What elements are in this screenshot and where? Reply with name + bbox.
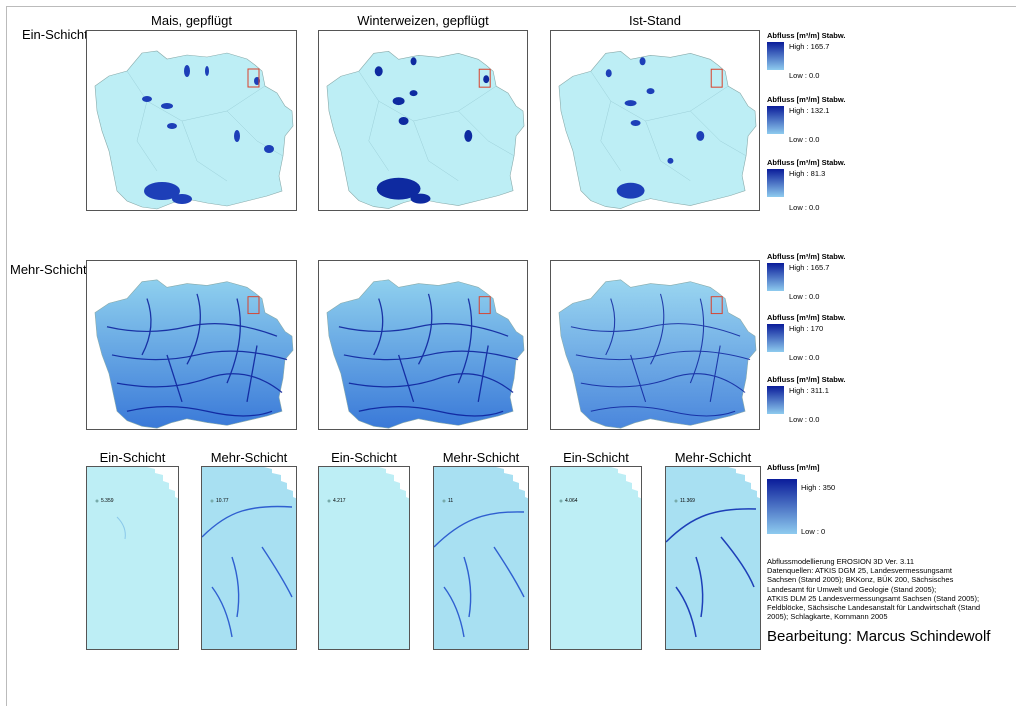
column-title-ist-stand: Ist-Stand (628, 13, 682, 28)
legend-2: Abfluss [m³/m] Stabw. High : 132.1 Low :… (767, 95, 846, 144)
catchment-map (326, 279, 525, 429)
legend-high: High : 350 (801, 483, 836, 492)
legend-1: Abfluss [m³/m] Stabw. High : 165.7 Low :… (767, 31, 846, 80)
catchment-map (558, 279, 757, 429)
detail-flow-map (95, 467, 178, 540)
detail-value-5: 4.064 (565, 498, 578, 504)
credit-line: Abflussmodellierung EROSION 3D Ver. 3.11 (767, 557, 915, 566)
legend-color-ramp (767, 42, 784, 70)
catchment-map (94, 279, 294, 429)
author-credit: Bearbeitung: Marcus Schindewolf (767, 628, 991, 645)
detail-flow-map (559, 467, 641, 503)
detail-value-6: 11.369 (680, 498, 695, 504)
credit-line: Landesamt für Umwelt und Geologie (Stand… (767, 584, 937, 594)
credit-line: 2005); Schlagkarte, Kornmann 2005 (767, 612, 888, 622)
detail-subtitle-5: Ein-Schicht (563, 450, 629, 465)
legend-low: Low : 0.0 (789, 415, 820, 424)
detail-map-1: 5.359 (86, 466, 179, 650)
detail-subtitle-4: Mehr-Schicht (442, 450, 520, 465)
catchment-map (326, 51, 525, 209)
zoom-marker (247, 68, 260, 88)
legend-color-ramp (767, 479, 797, 534)
legend-4: Abfluss [m³/m] Stabw. High : 165.7 Low :… (767, 252, 846, 301)
zoom-marker (247, 296, 260, 315)
map-mehr-schicht-ist-stand (550, 260, 760, 430)
legend-high: High : 170 (789, 324, 824, 333)
map-ein-schicht-winterweizen (318, 30, 528, 211)
legend-high: High : 81.3 (789, 169, 826, 178)
legend-color-ramp (767, 106, 784, 134)
source-credits: Abflussmodellierung EROSION 3D Ver. 3.11… (767, 557, 1016, 621)
detail-value-1: 5.359 (101, 498, 114, 504)
credit-line: ATKIS DLM 25 Landesvermessungsamt Sachse… (767, 593, 980, 603)
detail-subtitle-1: Ein-Schicht (99, 450, 166, 465)
detail-flow-map (434, 467, 528, 638)
credit-line: Sachsen (Stand 2005); BKKonz, BÜK 200, S… (767, 575, 954, 585)
legend-5: Abfluss [m³/m] Stabw. High : 170 Low : 0… (767, 313, 846, 362)
detail-map-6: 11.369 (665, 466, 761, 650)
legend-low: Low : 0 (801, 527, 826, 536)
row-label-mehr-schicht: Mehr-Schicht (10, 262, 87, 277)
row-label-ein-schicht: Ein-Schicht (22, 27, 88, 42)
detail-value-3: 4.217 (333, 498, 346, 504)
detail-subtitle-6: Mehr-Schicht (674, 450, 752, 465)
credit-line: Feldblöcke, Sächsische Landesanstalt für… (767, 603, 981, 613)
detail-flow-map (202, 467, 296, 638)
detail-map-3: 4.217 (318, 466, 410, 650)
legend-title: Abfluss [m³/m] Stabw. (767, 252, 846, 261)
zoom-marker (710, 68, 723, 88)
detail-map-2: 10.77 (201, 466, 297, 650)
detail-map-5: 4.064 (550, 466, 642, 650)
column-title-mais: Mais, gepflügt (151, 13, 232, 28)
legend-low: Low : 0.0 (789, 203, 820, 212)
catchment-map (558, 51, 757, 209)
detail-subtitle-2: Mehr-Schicht (210, 450, 288, 465)
legend-color-ramp (767, 386, 784, 414)
legend-title: Abfluss [m³/m] (767, 463, 820, 472)
detail-subtitle-3: Ein-Schicht (331, 450, 397, 465)
legend-color-ramp (767, 263, 784, 291)
legend-7: Abfluss [m³/m] High : 350 Low : 0 (767, 463, 835, 536)
legend-3: Abfluss [m³/m] Stabw. High : 81.3 Low : … (767, 158, 846, 212)
detail-flow-map (327, 467, 409, 503)
legend-title: Abfluss [m³/m] Stabw. (767, 375, 846, 384)
page-border (6, 6, 1016, 706)
legend-6: Abfluss [m³/m] Stabw. High : 311.1 Low :… (767, 375, 846, 424)
zoom-marker (710, 296, 723, 315)
legend-low: Low : 0.0 (789, 353, 820, 362)
detail-value-2: 10.77 (216, 498, 229, 504)
map-ein-schicht-ist-stand (550, 30, 760, 211)
legend-high: High : 165.7 (789, 42, 830, 51)
zoom-marker (478, 68, 491, 88)
legend-low: Low : 0.0 (789, 71, 820, 80)
map-ein-schicht-mais (86, 30, 297, 211)
zoom-marker (478, 296, 491, 315)
legend-high: High : 311.1 (789, 386, 829, 395)
legend-title: Abfluss [m³/m] Stabw. (767, 158, 846, 167)
legend-title: Abfluss [m³/m] Stabw. (767, 95, 846, 104)
column-title-winterweizen: Winterweizen, gepflügt (357, 13, 489, 28)
credit-line: Datenquellen: ATKIS DGM 25, Landesvermes… (767, 566, 952, 576)
legend-title: Abfluss [m³/m] Stabw. (767, 313, 846, 322)
legend-title: Abfluss [m³/m] Stabw. (767, 31, 846, 40)
legend-color-ramp (767, 169, 784, 197)
catchment-map (94, 50, 294, 210)
detail-value-4: 11 (448, 498, 454, 504)
legend-color-ramp (767, 324, 784, 352)
legend-high: High : 132.1 (789, 106, 830, 115)
legend-low: Low : 0.0 (789, 292, 820, 301)
legend-high: High : 165.7 (789, 263, 830, 272)
detail-flow-map (666, 467, 760, 638)
detail-map-4: 11 (433, 466, 529, 650)
map-mehr-schicht-mais (86, 260, 297, 430)
legend-low: Low : 0.0 (789, 135, 820, 144)
map-mehr-schicht-winterweizen (318, 260, 528, 430)
